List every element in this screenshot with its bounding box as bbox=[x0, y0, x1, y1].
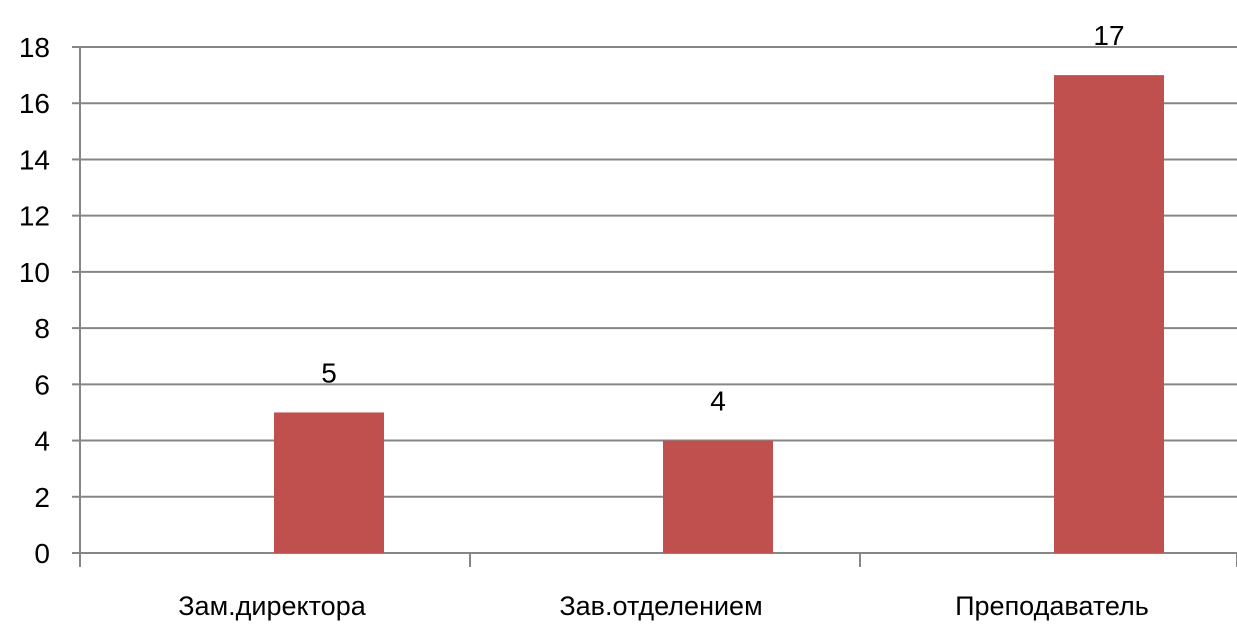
data-label: 4 bbox=[710, 386, 726, 417]
y-tick-label: 18 bbox=[19, 32, 50, 63]
y-tick-label: 14 bbox=[19, 144, 50, 175]
axes bbox=[72, 46, 1237, 567]
gridlines bbox=[80, 46, 1237, 498]
y-tick-label: 4 bbox=[34, 426, 50, 457]
bar bbox=[1054, 75, 1164, 553]
x-tick-label: Преподаватель bbox=[955, 591, 1149, 621]
bar bbox=[274, 412, 384, 553]
bars bbox=[274, 75, 1164, 553]
y-tick-label: 2 bbox=[34, 482, 50, 513]
y-tick-label: 0 bbox=[34, 538, 50, 569]
labels: 0 2 4 6 8 10 12 14 16 18 5 Зам.директора 4 Зав.отделе… bbox=[19, 20, 1149, 621]
y-tick-label: 16 bbox=[19, 88, 50, 119]
y-tick-label: 6 bbox=[34, 369, 50, 400]
y-tick-label: 12 bbox=[19, 201, 50, 232]
bar bbox=[663, 440, 773, 553]
x-tick-label: Зав.отделением bbox=[559, 591, 762, 621]
x-tick-label: Зам.директора bbox=[178, 591, 366, 621]
y-tick-label: 10 bbox=[19, 257, 50, 288]
y-tick-label: 8 bbox=[34, 313, 50, 344]
data-label: 5 bbox=[321, 357, 337, 388]
data-label: 17 bbox=[1093, 20, 1124, 51]
